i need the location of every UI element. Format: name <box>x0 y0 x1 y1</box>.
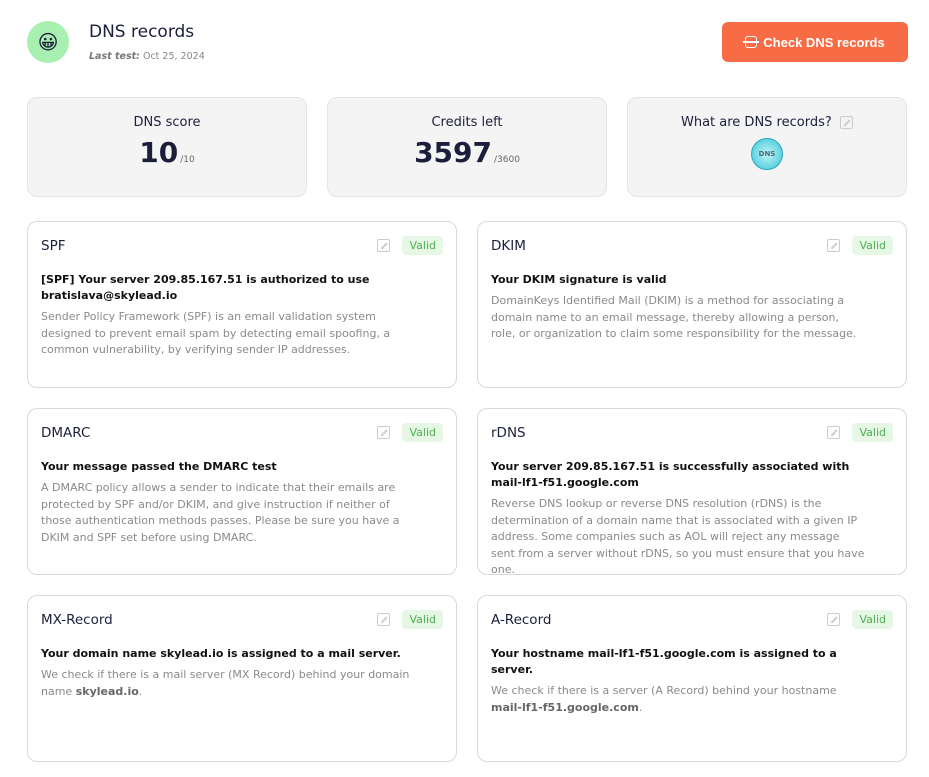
external-link-icon[interactable] <box>377 613 391 626</box>
record-description: Sender Policy Framework (SPF) is an emai… <box>41 309 416 359</box>
status-badge: Valid <box>402 423 443 442</box>
description-text: Sender Policy Framework (SPF) is an emai… <box>41 310 391 356</box>
external-link-icon[interactable] <box>377 239 391 252</box>
dns-score-max: /10 <box>180 155 195 165</box>
description-text: We check if there is a mail server (MX R… <box>41 668 410 698</box>
dns-score-label: DNS score <box>133 115 201 130</box>
description-end: . <box>138 684 143 698</box>
description-highlight: skylead.io <box>75 684 139 698</box>
record-headline: Your DKIM signature is valid <box>491 273 667 286</box>
record-description: A DMARC policy allows a sender to indica… <box>41 480 416 546</box>
record-headline: Your message passed the DMARC test <box>41 460 277 473</box>
credits-card: Credits left 3597/3600 <box>327 97 607 197</box>
dns-globe-icon: DNS <box>751 138 783 170</box>
description-text: We check if there is a server (A Record)… <box>491 684 837 697</box>
record-name: MX-Record <box>41 612 113 628</box>
record-headline: Your server 209.85.167.51 is successfull… <box>491 460 850 489</box>
last-test-value: Oct 25, 2024 <box>142 51 205 62</box>
record-name: A-Record <box>491 612 552 628</box>
credits-value: 3597 <box>414 136 492 169</box>
scan-icon <box>743 36 760 48</box>
record-name: DKIM <box>491 238 526 254</box>
status-badge: Valid <box>402 610 443 629</box>
record-headline: [SPF] Your server 209.85.167.51 is autho… <box>41 273 370 302</box>
dns-score-card: DNS score 10/10 <box>27 97 307 197</box>
page-title: DNS records <box>89 22 195 42</box>
record-headline: Your domain name skylead.io is assigned … <box>41 647 401 660</box>
record-card-rdns: rDNS Valid Your server 209.85.167.51 is … <box>477 408 907 576</box>
credits-label: Credits left <box>431 115 503 130</box>
status-badge: Valid <box>852 610 893 629</box>
record-card-dmarc: DMARC Valid Your message passed the DMAR… <box>27 408 457 575</box>
record-description: DomainKeys Identified Mail (DKIM) is a m… <box>491 293 866 343</box>
external-link-icon[interactable] <box>827 426 841 439</box>
record-description: We check if there is a server (A Record)… <box>491 683 866 716</box>
description-text: Reverse DNS lookup or reverse DNS resolu… <box>491 497 865 576</box>
record-name: SPF <box>41 238 66 254</box>
record-name: rDNS <box>491 425 526 441</box>
dns-score-value: 10 <box>139 136 179 169</box>
what-are-dns-records-card[interactable]: What are DNS records? DNS <box>627 97 907 197</box>
record-description: We check if there is a mail server (MX R… <box>41 667 416 700</box>
description-highlight: mail-lf1-f51.google.com <box>491 700 639 714</box>
record-name: DMARC <box>41 425 91 441</box>
external-link-icon[interactable] <box>840 116 854 129</box>
external-link-icon[interactable] <box>377 426 391 439</box>
external-link-icon[interactable] <box>827 239 841 252</box>
last-test-label: Last test: <box>89 51 140 62</box>
status-badge: Valid <box>852 423 893 442</box>
record-card-a-record: A-Record Valid Your hostname mail-lf1-f5… <box>477 595 907 762</box>
status-badge: Valid <box>402 236 443 255</box>
last-test: Last test: Oct 25, 2024 <box>89 51 205 62</box>
record-card-dkim: DKIM Valid Your DKIM signature is valid … <box>477 221 907 388</box>
external-link-icon[interactable] <box>827 613 841 626</box>
status-badge: Valid <box>852 236 893 255</box>
credits-max: /3600 <box>494 155 520 165</box>
check-dns-records-label: Check DNS records <box>763 34 885 50</box>
record-card-mx-record: MX-Record Valid Your domain name skylead… <box>27 595 457 762</box>
check-dns-records-button[interactable]: Check DNS records <box>722 22 908 62</box>
description-text: A DMARC policy allows a sender to indica… <box>41 481 400 544</box>
avatar: 😀 <box>27 21 69 63</box>
description-text: DomainKeys Identified Mail (DKIM) is a m… <box>491 294 857 340</box>
what-are-dns-records-link[interactable]: What are DNS records? <box>680 115 832 130</box>
record-description: Reverse DNS lookup or reverse DNS resolu… <box>491 496 866 579</box>
record-card-spf: SPF Valid [SPF] Your server 209.85.167.5… <box>27 221 457 388</box>
record-headline: Your hostname mail-lf1-f51.google.com is… <box>491 647 837 676</box>
description-end: . <box>638 700 643 714</box>
